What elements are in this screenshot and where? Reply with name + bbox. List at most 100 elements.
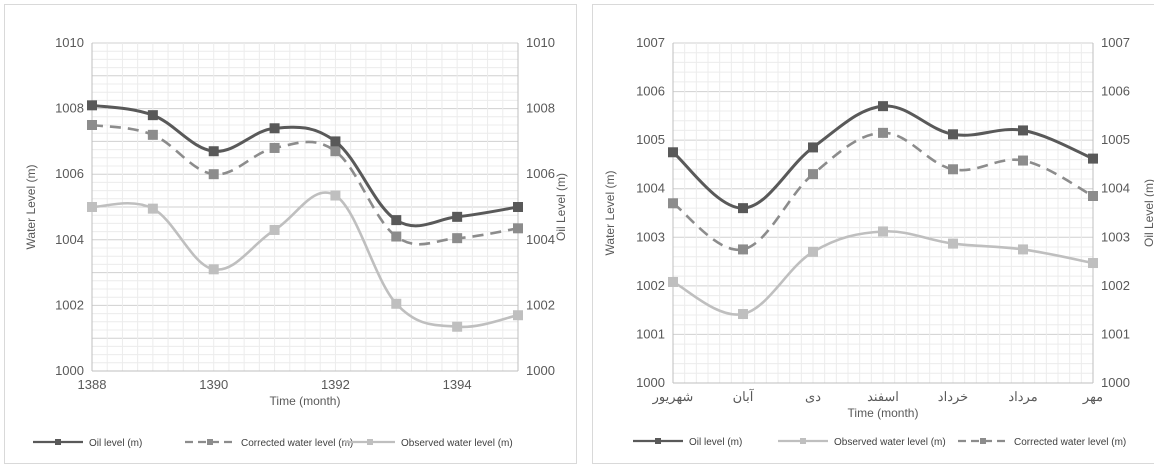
data-point-oil-level — [208, 146, 219, 157]
y-tick-label: 1006 — [636, 84, 665, 99]
data-point-oil-level — [452, 211, 463, 222]
left-chart: 1000 1002 1004 1006 1008 1010 1000 1002 1004 1006… — [24, 35, 568, 449]
data-point-observed-water-level — [738, 309, 748, 320]
x-tick-label: دی — [805, 389, 821, 404]
x-tick-label: 1390 — [199, 377, 228, 392]
y2-tick-label: 1002 — [1101, 278, 1130, 293]
legend-label-observed-water-level: Observed water level (m) — [401, 438, 513, 449]
series-line-corrected-water-level — [91, 123, 519, 246]
x-axis-label: Time (month) — [848, 406, 919, 420]
data-point-corrected-water-level — [808, 169, 818, 180]
legend-label-corrected-water-level: Corrected water level (m) — [1014, 437, 1126, 448]
data-point-corrected-water-level — [269, 142, 280, 153]
series-line-observed-water-level — [91, 191, 519, 329]
data-point-oil-level — [269, 123, 280, 134]
data-point-corrected-water-level — [513, 223, 523, 234]
data-point-oil-level — [1088, 153, 1098, 164]
y2-tick-label: 1002 — [526, 297, 555, 312]
legend-label-oil-level: Oil level (m) — [689, 437, 742, 448]
data-point-observed-water-level — [948, 238, 958, 249]
y-tick-label: 1007 — [636, 35, 665, 50]
y2-tick-label: 1000 — [1101, 375, 1130, 390]
left-chart-panel: 1000 1002 1004 1006 1008 1010 1000 1002 1004 1006… — [4, 4, 577, 464]
data-point-oil-level — [948, 129, 958, 140]
y2-tick-label: 1000 — [526, 363, 555, 378]
y2-tick-label: 1001 — [1101, 326, 1130, 341]
y-tick-label: 1000 — [55, 363, 84, 378]
y-tick-label: 1005 — [636, 132, 665, 147]
data-point-observed-water-level — [147, 203, 158, 214]
y-tick-label: 1006 — [55, 166, 84, 181]
data-point-corrected-water-level — [87, 120, 97, 130]
y-tick-label: 1001 — [636, 326, 665, 341]
data-point-observed-water-level — [330, 190, 341, 201]
data-point-corrected-water-level — [391, 231, 402, 242]
data-point-observed-water-level — [269, 224, 280, 235]
data-point-observed-water-level — [1088, 258, 1098, 269]
x-tick-label: 1394 — [443, 377, 472, 392]
legend-marker-oil-level — [655, 438, 661, 444]
y2-tick-label: 1007 — [1101, 35, 1130, 50]
data-point-corrected-water-level — [1088, 191, 1098, 201]
y2-tick-label: 1005 — [1101, 132, 1130, 147]
legend-marker-corrected-water-level — [207, 439, 213, 445]
data-point-corrected-water-level — [1018, 155, 1028, 166]
legend-marker-observed-water-level — [367, 439, 373, 445]
y2-tick-label: 1006 — [526, 166, 555, 181]
data-point-oil-level — [808, 142, 818, 153]
data-point-observed-water-level — [208, 264, 219, 275]
series-line-oil-level — [91, 103, 519, 228]
data-point-observed-water-level — [808, 246, 818, 257]
data-point-corrected-water-level — [208, 169, 219, 180]
data-point-oil-level — [738, 203, 748, 214]
data-point-observed-water-level — [878, 226, 888, 237]
y-tick-label: 1004 — [55, 232, 84, 247]
right-chart: 1000 1001 1002 1003 1004 1005 1006 1007 1000 1001… — [603, 35, 1154, 448]
data-point-oil-level — [1018, 125, 1028, 136]
data-point-oil-level — [878, 101, 888, 112]
data-point-oil-level — [513, 202, 523, 212]
x-tick-label: 1388 — [78, 377, 107, 392]
x-tick-label: مهر — [1082, 389, 1103, 405]
y-tick-label: 1008 — [55, 101, 84, 116]
data-point-oil-level — [668, 147, 678, 158]
legend-marker-observed-water-level — [800, 438, 806, 444]
y-axis-label: Water Level (m) — [24, 165, 38, 250]
x-tick-label: خرداد — [938, 389, 968, 405]
y2-tick-label: 1003 — [1101, 229, 1130, 244]
x-axis-label: Time (month) — [270, 394, 341, 408]
y-tick-label: 1002 — [636, 278, 665, 293]
legend-marker-oil-level — [55, 439, 61, 445]
data-point-corrected-water-level — [738, 244, 748, 255]
legend-label-observed-water-level: Observed water level (m) — [834, 437, 946, 448]
data-point-corrected-water-level — [948, 164, 958, 175]
y2-tick-label: 1010 — [526, 35, 555, 50]
y2-tick-label: 1006 — [1101, 84, 1130, 99]
right-chart-panel: 1000 1001 1002 1003 1004 1005 1006 1007 1000 1001… — [592, 4, 1154, 464]
y-tick-label: 1003 — [636, 229, 665, 244]
x-tick-label: 1392 — [321, 377, 350, 392]
data-point-corrected-water-level — [147, 129, 158, 140]
data-point-corrected-water-level — [878, 127, 888, 138]
data-point-oil-level — [147, 110, 158, 121]
data-point-corrected-water-level — [668, 198, 678, 209]
y2-tick-label: 1004 — [1101, 181, 1130, 196]
legend-marker-corrected-water-level — [980, 438, 986, 444]
data-point-observed-water-level — [668, 276, 678, 287]
data-point-observed-water-level — [391, 298, 402, 309]
gridlines — [91, 42, 519, 372]
data-point-observed-water-level — [513, 310, 523, 321]
gridlines — [672, 42, 1094, 384]
data-point-corrected-water-level — [452, 233, 463, 244]
data-point-corrected-water-level — [330, 146, 341, 157]
y2-axis-label: Oil Level (m) — [554, 173, 568, 241]
data-point-observed-water-level — [1018, 244, 1028, 255]
data-point-observed-water-level — [87, 202, 97, 212]
data-point-oil-level — [87, 100, 97, 111]
y2-tick-label: 1004 — [526, 232, 555, 247]
legend-label-oil-level: Oil level (m) — [89, 438, 142, 449]
data-point-oil-level — [330, 136, 341, 147]
x-tick-label: مرداد — [1008, 389, 1037, 405]
x-tick-label: آبان — [733, 388, 755, 404]
y-tick-label: 1004 — [636, 181, 665, 196]
